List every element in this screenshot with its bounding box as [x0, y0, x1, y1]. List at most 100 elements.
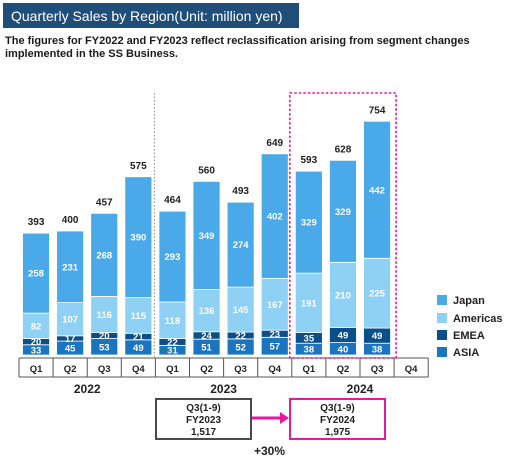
data-label-americas: 225	[369, 289, 386, 300]
data-label-americas: 145	[233, 305, 250, 316]
bar-segment-japan	[90, 212, 119, 297]
legend-swatch-japan	[437, 295, 447, 305]
data-label-asia: 49	[133, 343, 144, 354]
data-label-emea: 22	[167, 337, 178, 348]
fy2024-period: Q3(1-9)	[320, 403, 355, 414]
data-label-emea: 20	[99, 331, 110, 342]
fy2024-cumulative-box: Q3(1-9) FY2024 1,975	[289, 398, 386, 440]
data-label-americas: 167	[267, 300, 283, 311]
legend-swatch-americas	[437, 313, 447, 323]
x-tick-label: Q3	[98, 364, 111, 375]
data-label-japan: 349	[199, 231, 215, 242]
data-label-emea: 23	[269, 329, 280, 340]
data-label-asia: 38	[304, 345, 315, 356]
total-label: 400	[62, 215, 79, 226]
fy2024-highlight-frame	[288, 92, 397, 359]
legend-label-americas: Americas	[453, 313, 503, 325]
data-label-asia: 38	[372, 345, 383, 356]
bar-segment-americas	[294, 272, 323, 333]
x-tick-label: Q1	[166, 364, 179, 375]
total-label: 754	[369, 105, 386, 116]
bar-segment-americas	[22, 312, 50, 339]
legend-label-japan: Japan	[453, 295, 485, 307]
year-label: 2022	[74, 382, 101, 396]
data-label-americas: 136	[199, 306, 215, 317]
bar-segment-japan	[260, 153, 289, 279]
bar-segment-japan	[56, 230, 85, 304]
chart-note: The figures for FY2022 and FY2023 reflec…	[5, 35, 470, 60]
data-label-japan: 329	[335, 207, 351, 218]
data-label-americas: 107	[62, 315, 78, 326]
total-label: 593	[301, 155, 318, 166]
data-label-japan: 442	[369, 185, 385, 196]
data-label-emea: 49	[338, 331, 349, 342]
year-label: 2023	[210, 382, 237, 396]
fy2023-year: FY2023	[185, 415, 222, 426]
data-label-japan: 274	[233, 240, 250, 251]
x-tick-label: Q4	[132, 364, 145, 375]
total-label: 464	[164, 195, 181, 206]
data-label-americas: 115	[131, 311, 147, 322]
data-label-japan: 402	[267, 212, 283, 223]
data-label-asia: 52	[235, 342, 246, 353]
bar-segment-americas	[124, 297, 153, 334]
fy2024-value: 1,975	[324, 427, 351, 438]
bar-segment-americas	[329, 261, 357, 328]
data-label-japan: 268	[96, 250, 112, 261]
total-label: 493	[232, 186, 249, 197]
x-tick-label: Q1	[303, 364, 316, 375]
comparison-arrow-head	[280, 412, 289, 424]
bar-segment-japan	[329, 159, 357, 263]
data-label-asia: 57	[269, 342, 280, 353]
data-label-japan: 231	[62, 262, 79, 273]
total-label: 628	[335, 144, 352, 155]
bar-segment-japan	[158, 210, 187, 303]
data-label-emea: 20	[31, 337, 42, 348]
x-tick-label: Q2	[337, 364, 350, 375]
bar-segment-americas	[90, 296, 119, 333]
bar-segment-japan	[294, 170, 323, 274]
data-label-emea: 22	[235, 331, 246, 342]
bar-segment-americas	[192, 289, 221, 333]
data-label-americas: 116	[97, 310, 112, 321]
x-tick-label: Q3	[371, 364, 384, 375]
total-label: 393	[28, 217, 45, 228]
legend-swatch-asia	[437, 347, 447, 357]
x-tick-label: Q2	[200, 364, 213, 375]
bar-segment-japan	[124, 176, 153, 299]
bar-segment-americas	[158, 301, 187, 339]
year-label: 2024	[347, 382, 374, 396]
chart-title-bar: Quarterly Sales by Region(Unit: million …	[3, 3, 299, 28]
x-tick-label: Q4	[268, 364, 281, 375]
fy2023-period: Q3(1-9)	[186, 403, 221, 414]
x-tick-label: Q2	[64, 364, 77, 375]
data-label-americas: 118	[165, 316, 180, 327]
chart-title: Quarterly Sales by Region(Unit: million …	[11, 8, 283, 24]
data-label-americas: 191	[301, 298, 318, 309]
data-label-americas: 210	[335, 290, 351, 301]
fy2024-year: FY2024	[319, 415, 356, 426]
bar-segment-japan	[22, 232, 50, 314]
data-label-asia: 40	[338, 344, 349, 355]
data-label-japan: 293	[165, 252, 181, 263]
bar-segment-japan	[363, 120, 391, 259]
bar-segment-japan	[226, 201, 255, 288]
data-label-asia: 51	[201, 343, 212, 354]
growth-rate: +30%	[254, 444, 286, 458]
data-label-emea: 21	[133, 332, 144, 343]
data-label-japan: 390	[130, 233, 146, 244]
data-label-emea: 17	[65, 334, 76, 345]
x-tick-label: Q1	[30, 364, 43, 375]
data-label-americas: 82	[31, 321, 42, 332]
bar-segment-japan	[192, 180, 221, 290]
data-label-asia: 53	[99, 342, 110, 353]
bar-segment-americas	[363, 257, 391, 329]
legend-swatch-emea	[437, 330, 447, 340]
x-tick-label: Q4	[405, 364, 418, 375]
bar-segment-americas	[56, 302, 85, 337]
x-tick-label: Q3	[234, 364, 247, 375]
data-label-asia: 45	[65, 344, 76, 355]
data-label-emea: 24	[201, 331, 212, 342]
legend-label-emea: EMEA	[453, 330, 485, 342]
